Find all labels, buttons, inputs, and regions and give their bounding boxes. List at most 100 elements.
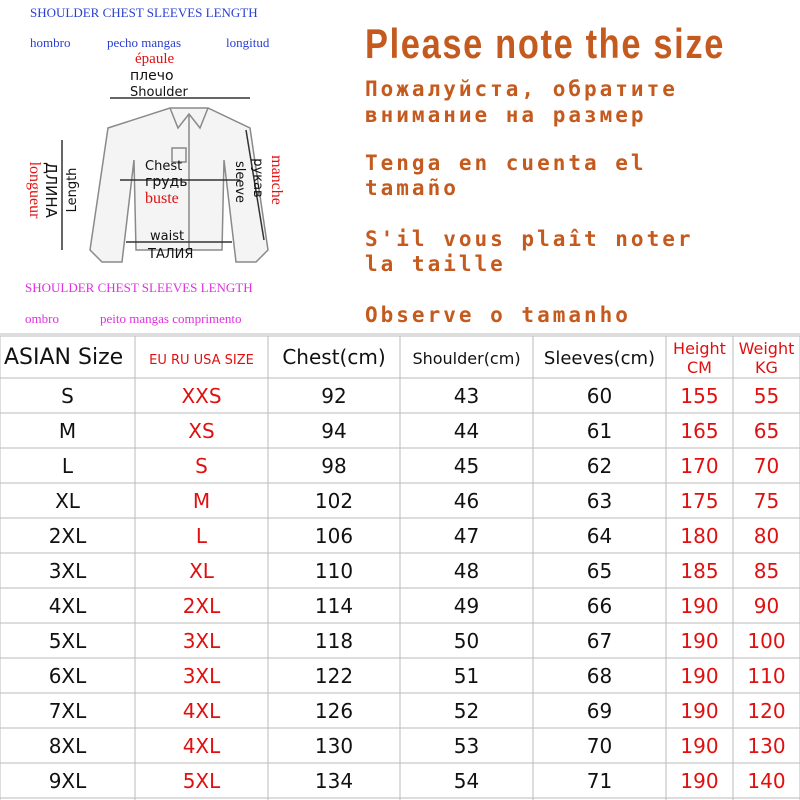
- diagram-label: longitud: [226, 35, 270, 50]
- header-cell: EU RU USA SIZE: [149, 353, 254, 368]
- table-cell: 98: [321, 454, 346, 478]
- table-cell: 134: [315, 769, 353, 793]
- table-cell: 190: [680, 594, 718, 618]
- header-cell: KG: [755, 358, 778, 377]
- header-cell: ASIAN Size: [4, 345, 123, 370]
- table-cell: 80: [754, 524, 779, 548]
- diagram-label: épaule: [135, 51, 174, 67]
- table-cell: 65: [587, 559, 612, 583]
- table-cell: 3XL: [49, 559, 87, 583]
- table-cell: 4XL: [183, 734, 221, 758]
- header-cell: Weight: [739, 339, 795, 358]
- table-cell: 66: [587, 594, 612, 618]
- table-cell: 7XL: [49, 699, 87, 723]
- table-cell: 130: [747, 734, 785, 758]
- table-cell: 92: [321, 384, 346, 408]
- table-cell: 54: [454, 769, 479, 793]
- table-cell: 4XL: [183, 699, 221, 723]
- table-cell: 65: [754, 419, 779, 443]
- table-cell: XL: [55, 489, 81, 513]
- table-cell: 3XL: [183, 629, 221, 653]
- table-cell: 6XL: [49, 664, 87, 688]
- table-cell: 9XL: [49, 769, 87, 793]
- table-cell: 130: [315, 734, 353, 758]
- table-cell: 4XL: [49, 594, 87, 618]
- diagram-label: SHOULDER CHEST SLEEVES LENGTH: [30, 5, 258, 20]
- table-cell: 126: [315, 699, 353, 723]
- diagram-label: рукав: [250, 158, 265, 197]
- diagram-label: pecho mangas: [107, 35, 181, 50]
- diagram-label: longueur: [26, 162, 43, 220]
- table-cell: 190: [680, 699, 718, 723]
- table-cell: 51: [454, 664, 479, 688]
- table-cell: 94: [321, 419, 346, 443]
- table-cell: 50: [454, 629, 479, 653]
- diagram-label: ДЛИНА: [42, 162, 60, 218]
- table-cell: 90: [754, 594, 779, 618]
- table-cell: L: [62, 454, 74, 478]
- table-cell: 63: [587, 489, 612, 513]
- diagram-label: Length: [65, 168, 80, 213]
- table-cell: M: [193, 489, 210, 513]
- table-cell: 64: [587, 524, 612, 548]
- diagram-label: Shoulder: [130, 85, 189, 100]
- table-cell: 71: [587, 769, 612, 793]
- table-cell: 53: [454, 734, 479, 758]
- table-cell: XL: [189, 559, 215, 583]
- table-cell: L: [196, 524, 208, 548]
- header-cell: Shoulder(cm): [412, 349, 520, 368]
- table-cell: 48: [454, 559, 479, 583]
- table-cell: 185: [680, 559, 718, 583]
- table-cell: XS: [188, 419, 214, 443]
- diagram-label: buste: [145, 190, 179, 207]
- diagram-label: Chest: [145, 159, 182, 174]
- diagram-label: SHOULDER CHEST SLEEVES LENGTH: [25, 280, 253, 295]
- table-cell: 190: [680, 734, 718, 758]
- table-cell: 165: [680, 419, 718, 443]
- diagram-label: грудь: [145, 174, 187, 190]
- diagram-label: ТАЛИЯ: [147, 247, 193, 262]
- table-cell: 120: [747, 699, 785, 723]
- table-cell: 43: [454, 384, 479, 408]
- table-cell: 2XL: [183, 594, 221, 618]
- table-cell: 67: [587, 629, 612, 653]
- table-cell: 170: [680, 454, 718, 478]
- shirt-drawing: [61, 97, 269, 263]
- table-cell: 190: [680, 664, 718, 688]
- table-cell: 190: [680, 629, 718, 653]
- table-cell: 68: [587, 664, 612, 688]
- table-cell: 49: [454, 594, 479, 618]
- table-cell: 52: [454, 699, 479, 723]
- note: Пожалуйста, обратите: [365, 77, 678, 101]
- note: la taille: [365, 252, 506, 276]
- table-cell: 2XL: [49, 524, 87, 548]
- table-cell: S: [195, 454, 208, 478]
- table-cell: 110: [747, 664, 785, 688]
- diagram-label: manche: [268, 155, 285, 205]
- table-cell: 46: [454, 489, 479, 513]
- note: tamaño: [365, 176, 459, 200]
- table-cell: 180: [680, 524, 718, 548]
- table-cell: 3XL: [183, 664, 221, 688]
- table-cell: 45: [454, 454, 479, 478]
- note: Observe o tamanho: [365, 303, 631, 327]
- diagram-label: sleeve: [232, 161, 247, 203]
- table-cell: 155: [680, 384, 718, 408]
- diagram-label: hombro: [30, 35, 70, 50]
- note: внимание на размер: [365, 103, 647, 127]
- header-cell: Height: [673, 339, 726, 358]
- diagram-label: peito mangas comprimento: [100, 311, 242, 326]
- diagram-label: плечо: [130, 68, 174, 84]
- table-cell: 8XL: [49, 734, 87, 758]
- diagram-label: waist: [150, 229, 184, 244]
- table-cell: 62: [587, 454, 612, 478]
- table-cell: 55: [754, 384, 779, 408]
- table-cell: 118: [315, 629, 353, 653]
- table-cell: 106: [315, 524, 353, 548]
- table-cell: 175: [680, 489, 718, 513]
- table-cell: 100: [747, 629, 785, 653]
- table-cell: 70: [754, 454, 779, 478]
- table-cell: 114: [315, 594, 353, 618]
- table-cell: 5XL: [49, 629, 87, 653]
